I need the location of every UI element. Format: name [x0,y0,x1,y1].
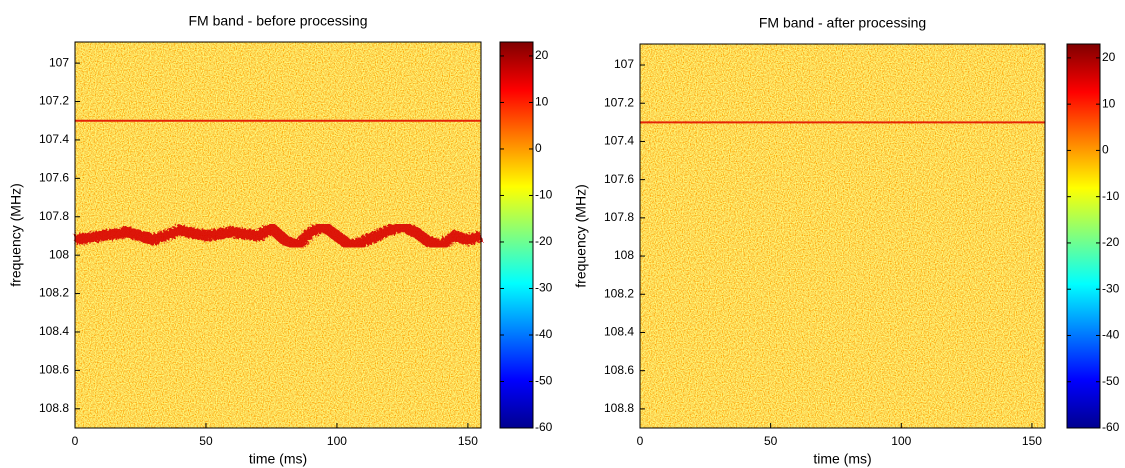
y-tick-label: 108 [49,247,69,261]
y-tick-label: 107.2 [39,94,69,108]
colorbar [499,41,534,429]
y-tick-label: 107.4 [39,132,69,146]
y-axis-label: frequency (MHz) [8,183,24,286]
noise-floor [640,44,1045,428]
x-tick-label: 50 [764,434,778,448]
y-tick-label: 108.2 [604,286,634,300]
y-tick-label: 108.8 [39,401,69,415]
colorbar-tick-label: 10 [1102,96,1116,110]
x-tick-label: 150 [1022,434,1042,448]
y-tick-label: 108.2 [39,286,69,300]
chart-title: FM band - before processing [189,13,368,29]
colorbar-tick-label: 20 [1102,50,1116,64]
x-tick-label: 100 [891,434,911,448]
colorbar-tick-label: 20 [535,48,549,62]
y-tick-label: 108.4 [39,324,69,338]
x-tick-label: 50 [199,434,213,448]
x-axis-label: time (ms) [249,451,307,467]
y-tick-label: 108.4 [604,325,634,339]
y-tick-label: 107.6 [604,172,634,186]
plot-frame [74,41,482,429]
colorbar-tick-label: -20 [535,234,553,248]
colorbar-tick-label: -60 [1102,420,1120,434]
colorbar-tick-label: -60 [535,420,553,434]
x-tick-label: 150 [458,434,478,448]
signal-trace [74,220,483,253]
colorbar-tick-label: 0 [535,141,542,155]
y-tick-label: 108 [614,248,634,262]
colorbar-tick-label: -30 [1102,281,1120,295]
y-axis-label: frequency (MHz) [573,184,589,287]
colorbar-tick-label: -50 [535,374,553,388]
x-tick-label: 0 [72,434,79,448]
colorbar-tick-label: -10 [535,188,553,202]
y-tick-label: 107 [49,55,69,69]
x-tick-label: 100 [327,434,347,448]
colorbar-tick-label: -30 [535,281,553,295]
x-axis-label: time (ms) [813,451,871,467]
colorbar-tick-label: -40 [535,327,553,341]
y-tick-label: 107.8 [604,210,634,224]
x-tick-label: 0 [637,434,644,448]
y-tick-label: 107.2 [604,95,634,109]
colorbar-tick-label: -40 [1102,328,1120,342]
colorbar [1066,43,1101,429]
colorbar-tick-label: -20 [1102,235,1120,249]
y-tick-label: 107.4 [604,134,634,148]
y-tick-label: 108.8 [604,401,634,415]
y-tick-label: 107.6 [39,171,69,185]
colorbar-tick-label: 0 [1102,143,1109,157]
y-tick-label: 107 [614,57,634,71]
chart-title: FM band - after processing [759,15,926,31]
colorbar-tick-label: 10 [535,95,549,109]
y-tick-label: 107.8 [39,209,69,223]
colorbar-tick-label: -10 [1102,189,1120,203]
plot-frame [639,43,1046,429]
y-tick-label: 108.6 [604,363,634,377]
y-tick-label: 108.6 [39,363,69,377]
colorbar-tick-label: -50 [1102,374,1120,388]
